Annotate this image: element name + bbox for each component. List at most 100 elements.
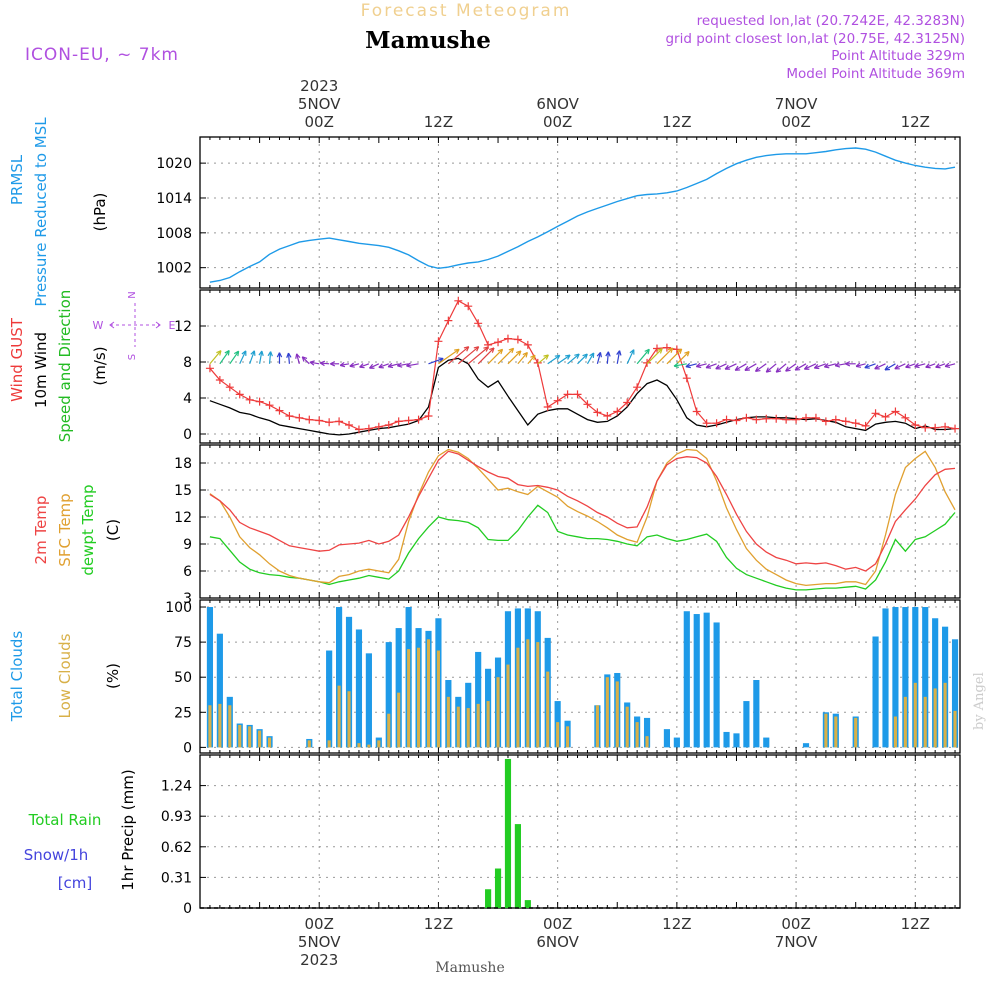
low-cloud-bar	[854, 717, 858, 748]
wind-direction-arrow	[477, 347, 495, 365]
low-cloud-bar	[486, 701, 490, 748]
low-cloud-bar	[347, 691, 351, 748]
wind-direction-arrow	[754, 363, 767, 372]
wind-direction-arrow	[646, 348, 663, 365]
gust-marker	[662, 343, 671, 352]
low-cloud-bar	[645, 736, 649, 748]
wind-direction-arrow	[527, 354, 536, 365]
y-tick-label: 0.31	[161, 870, 192, 886]
rain-label: Total Rain	[28, 811, 102, 829]
wind-direction-arrow	[715, 363, 727, 370]
total-cloud-bar	[345, 616, 353, 748]
wind-direction-arrow	[239, 350, 247, 365]
wind-direction-arrow	[724, 363, 737, 370]
footer-location: Mamushe	[435, 960, 504, 976]
sfc-temp-label: SFC Temp	[56, 493, 74, 566]
y-tick-label: 3	[183, 591, 192, 607]
wind-direction-arrow	[616, 350, 622, 364]
total-cloud-bar	[713, 622, 720, 748]
gust-marker	[712, 419, 721, 428]
gust-marker	[652, 344, 661, 353]
gust-marker	[523, 340, 532, 349]
gust-marker	[811, 413, 820, 422]
location-title: Mamushe	[365, 27, 491, 54]
wind-direction-arrow	[295, 353, 301, 364]
wind-direction-arrow	[497, 347, 515, 365]
wind-direction-arrow	[935, 363, 946, 369]
wind-gust-label: Wind GUST	[8, 317, 26, 402]
bottom-time-label: 12Z	[662, 915, 691, 933]
gust-marker	[682, 374, 691, 383]
wind-direction-arrow	[803, 363, 817, 370]
wind-direction-arrow	[925, 363, 936, 369]
low-cloud-bar	[426, 639, 431, 748]
wind-direction-arrow	[249, 350, 256, 365]
wind-direction-arrow	[301, 356, 310, 365]
gust-marker	[603, 412, 612, 420]
low-clouds-label: Low Clouds	[56, 633, 74, 718]
gust-marker	[901, 413, 910, 422]
low-cloud-bar	[516, 647, 520, 748]
y-tick-label: 12	[174, 510, 192, 526]
total-cloud-bar	[802, 743, 810, 748]
gust-marker	[921, 423, 930, 432]
low-cloud-bar	[893, 716, 897, 748]
wind-direction-arrow	[874, 363, 886, 370]
wind-direction-arrow	[349, 362, 360, 368]
pressure-label-1: PRMSL	[8, 154, 26, 205]
y-tick-label: 1002	[156, 261, 192, 277]
gust-marker	[861, 421, 870, 430]
pressure-label-2: Pressure Reduced to MSL	[32, 117, 50, 307]
gust-marker	[364, 424, 373, 433]
low-cloud-bar	[327, 740, 331, 748]
bottom-time-label: 7NOV	[775, 933, 818, 951]
gust-marker	[772, 414, 781, 423]
gust-marker	[215, 376, 224, 384]
panel-frame	[199, 599, 961, 754]
wind-direction-arrow	[765, 363, 777, 373]
y-tick-label: 50	[174, 670, 192, 686]
gust-marker	[225, 383, 234, 392]
total-cloud-bar	[216, 633, 223, 748]
y-tick-label: 0	[183, 901, 192, 917]
clouds-panel: 0 25 50 75 100 Total Clouds Low Clouds (%)	[8, 599, 961, 756]
wind-direction-arrow	[309, 360, 320, 366]
gust-marker	[871, 409, 880, 418]
y-tick-label: 0.93	[161, 809, 192, 825]
temp2m-label: 2m Temp	[32, 496, 50, 565]
wind-direction-arrow	[387, 362, 399, 369]
temp-unit: (C)	[104, 519, 122, 541]
gust-marker	[305, 415, 314, 424]
gust-marker	[623, 398, 632, 407]
y-tick-label: 1014	[156, 191, 192, 207]
y-tick-label: 4	[183, 391, 192, 407]
total-cloud-bar	[743, 701, 750, 748]
wind-direction-arrow	[855, 362, 866, 368]
wind-direction-arrow	[267, 351, 273, 364]
wind-direction-arrow	[834, 362, 846, 368]
total-cloud-bar	[385, 642, 392, 748]
wind-direction-arrow	[695, 362, 707, 369]
wind-direction-arrow	[457, 346, 480, 365]
total-cloud-bar	[355, 629, 363, 748]
low-cloud-bar	[208, 705, 212, 748]
gust-marker	[245, 395, 254, 404]
temperature-panel: 3 6 9 12 15 18 2m Temp SFC Temp dewpt Temp (C)	[32, 444, 961, 607]
y-tick-label: 0.62	[161, 840, 192, 856]
gust-marker	[424, 412, 433, 420]
dewpt-line	[209, 504, 956, 591]
wind-direction-arrow	[775, 363, 787, 373]
snow-unit-label: [cm]	[58, 874, 93, 892]
total-cloud-bar	[922, 607, 929, 748]
bottom-time-label: 6NOV	[536, 933, 579, 951]
gridpoint-coords: grid point closest lon,lat (20.75E, 42.3…	[665, 31, 965, 47]
wind-direction-arrow	[794, 363, 807, 371]
wind-direction-arrow	[547, 354, 561, 365]
low-cloud-bar	[536, 642, 540, 748]
y-tick-label: 1008	[156, 226, 192, 242]
wind-direction-arrow	[359, 363, 370, 369]
wind-direction-arrow	[744, 363, 757, 371]
total-cloud-bar	[882, 608, 889, 748]
